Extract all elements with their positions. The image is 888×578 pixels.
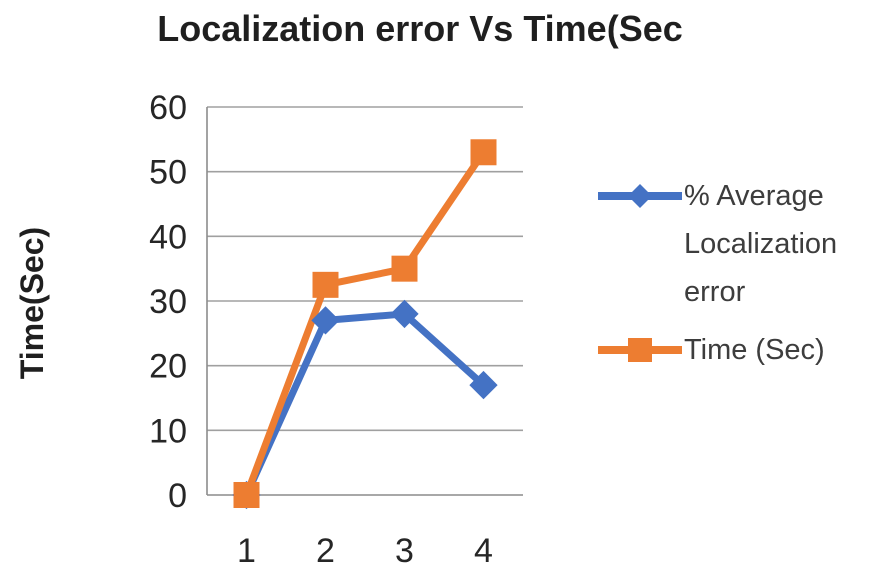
legend-item-time-sec: Time (Sec) xyxy=(596,326,886,374)
legend-label-time-sec: Time (Sec) xyxy=(684,334,825,366)
y-tick-label: 40 xyxy=(149,218,187,256)
chart-title: Localization error Vs Time(Sec xyxy=(157,8,683,49)
x-tick-label: 3 xyxy=(395,532,414,570)
y-tick-label: 50 xyxy=(149,154,187,192)
y-tick-label: 10 xyxy=(149,412,187,450)
y-tick-label: 20 xyxy=(149,348,187,386)
y-tick-label: 0 xyxy=(168,477,187,515)
data-point-diamond xyxy=(390,299,419,329)
legend-marker-diamond-icon xyxy=(598,183,682,209)
series-line-0 xyxy=(243,310,486,497)
legend-marker-square-icon xyxy=(598,338,682,362)
data-point-diamond xyxy=(311,306,340,335)
y-tick-label: 30 xyxy=(149,283,187,321)
data-point-square xyxy=(470,139,497,166)
x-tick-label: 2 xyxy=(316,532,335,570)
y-tick-label: 60 xyxy=(149,89,187,127)
legend-label-average-localization-error: % Average Localization error xyxy=(684,180,838,308)
data-point-square xyxy=(312,271,339,298)
legend: % Average Localization error Time (Sec) xyxy=(596,172,886,374)
legend-item-average-localization-error: % Average Localization error xyxy=(596,172,886,316)
x-tick-label: 4 xyxy=(474,532,493,570)
series-line-1 xyxy=(243,150,487,497)
data-point-square xyxy=(233,482,260,508)
x-tick-label: 1 xyxy=(237,532,256,570)
data-point-square xyxy=(391,255,418,282)
data-point-diamond xyxy=(469,370,498,400)
